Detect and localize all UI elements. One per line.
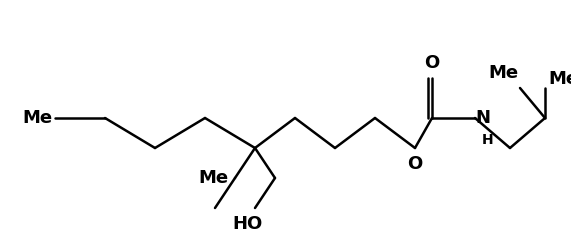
Text: O: O <box>424 54 440 72</box>
Text: O: O <box>407 155 423 173</box>
Text: N: N <box>475 109 490 127</box>
Text: Me: Me <box>22 109 52 127</box>
Text: H: H <box>482 133 493 147</box>
Text: HO: HO <box>233 215 263 233</box>
Text: Me: Me <box>488 64 518 82</box>
Text: Me: Me <box>548 70 571 88</box>
Text: Me: Me <box>198 169 228 187</box>
